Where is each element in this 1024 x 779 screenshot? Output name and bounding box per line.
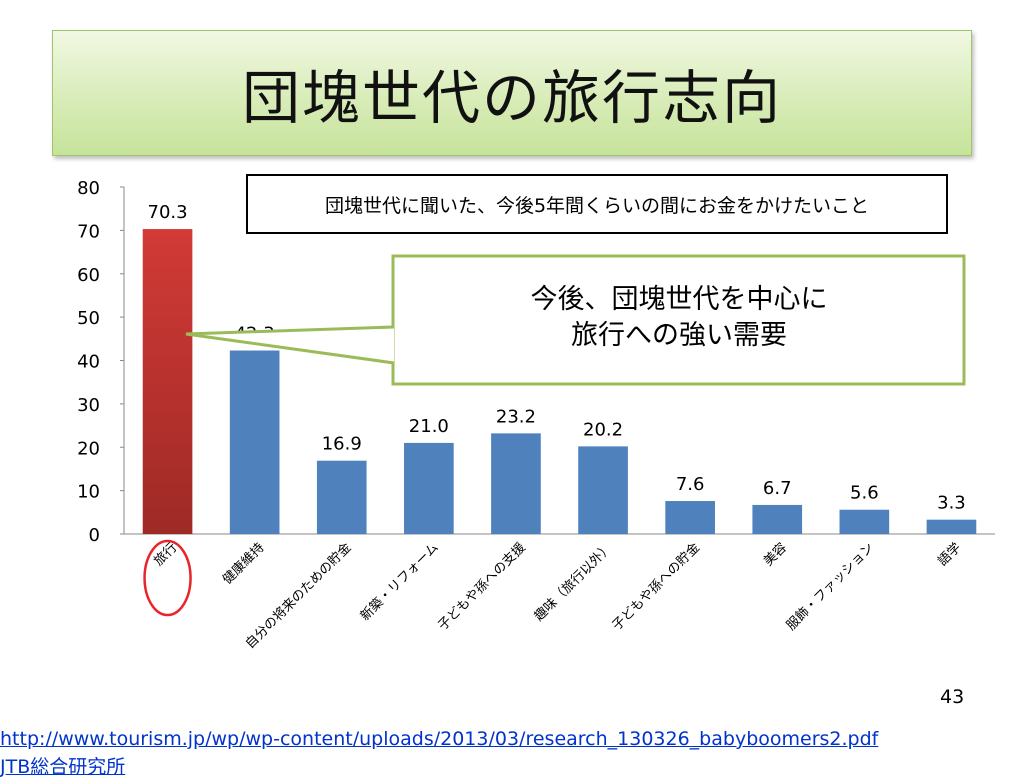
callout-text: 今後、団塊世代を中心に 旅行への強い需要	[394, 282, 964, 354]
x-tick-label: 趣味（旅行以外）	[532, 540, 616, 624]
x-tick-label: 語学	[935, 540, 965, 570]
callout-pointer-fill	[186, 327, 394, 363]
bar	[316, 460, 367, 534]
data-label: 5.6	[850, 483, 879, 504]
bar	[578, 446, 628, 534]
x-tick-label: 服飾・ファッション	[784, 540, 877, 633]
y-tick-label: 60	[77, 265, 100, 286]
y-tick-label: 40	[77, 352, 100, 373]
callout-box	[391, 254, 966, 386]
callout-line-2: 旅行への強い需要	[571, 320, 787, 351]
x-tick-label: 子どもや孫への支援	[435, 540, 528, 633]
source-link[interactable]: http://www.tourism.jp/wp/wp-content/uplo…	[0, 728, 879, 750]
chart-subtitle-box: 団塊世代に聞いた、今後5年間くらいの間にお金をかけたいこと	[246, 174, 948, 234]
highlight-circle	[143, 539, 192, 617]
y-tick-label: 20	[77, 438, 100, 459]
y-tick-label: 50	[77, 308, 100, 329]
data-label: 3.3	[937, 493, 966, 514]
data-label: 21.0	[409, 416, 449, 437]
x-tick-label: 子どもや孫への貯金	[609, 540, 703, 634]
data-label: 6.7	[763, 478, 792, 499]
bar-chart: 0102030405060708070.342.316.921.023.220.…	[77, 178, 995, 652]
y-tick-label: 10	[77, 482, 100, 503]
bar	[926, 519, 977, 534]
bar	[839, 509, 890, 534]
x-tick-label: 新築・リフォーム	[357, 540, 442, 625]
x-tick-label: 健康維持	[219, 540, 267, 588]
data-label: 70.3	[148, 202, 188, 223]
y-tick-label: 80	[77, 178, 100, 199]
bar	[229, 350, 280, 534]
data-label: 23.2	[496, 406, 536, 427]
y-tick-label: 30	[77, 395, 100, 416]
data-label: 16.9	[322, 434, 362, 455]
y-tick-label: 0	[89, 525, 100, 546]
bar	[491, 433, 541, 534]
y-tick-label: 70	[77, 221, 100, 242]
title-banner: 団塊世代の旅行志向	[52, 30, 972, 156]
callout-pointer	[185, 325, 395, 365]
bar	[404, 442, 454, 534]
bar	[665, 501, 715, 534]
x-tick-label: 美容	[760, 540, 790, 570]
slide-number: 43	[940, 686, 965, 708]
callout-line-1: 今後、団塊世代を中心に	[530, 284, 828, 315]
bar	[142, 229, 193, 535]
source-org-link[interactable]: JTB総合研究所	[0, 756, 126, 778]
chart-subtitle: 団塊世代に聞いた、今後5年間くらいの間にお金をかけたいこと	[324, 194, 870, 217]
bar	[752, 504, 803, 534]
page-title: 団塊世代の旅行志向	[241, 64, 782, 132]
data-label: 7.6	[676, 474, 705, 495]
data-label: 20.2	[583, 419, 623, 440]
